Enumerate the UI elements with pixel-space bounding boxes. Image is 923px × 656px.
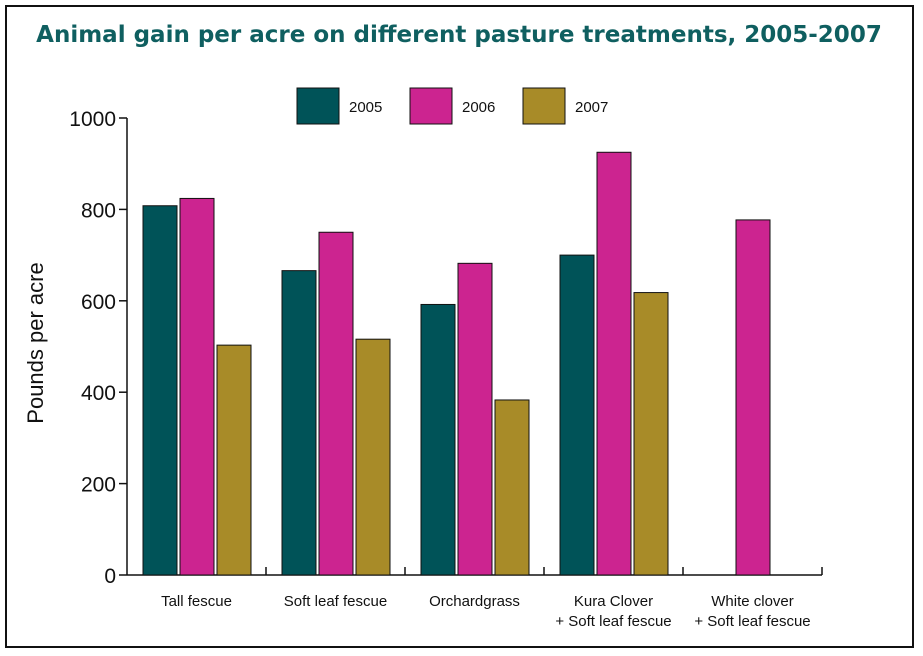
legend: 2005 2006 2007: [296, 87, 608, 125]
bar-2005: [142, 205, 178, 576]
y-tick-label: 600: [81, 291, 116, 314]
chart-frame: [5, 5, 914, 648]
bar-2007: [494, 399, 530, 576]
category-label: + Soft leaf fescue: [694, 613, 810, 630]
bar-2005: [420, 303, 456, 576]
bar-2007: [355, 338, 391, 576]
category-label: Tall fescue: [161, 593, 232, 610]
bar-2006: [735, 219, 771, 576]
y-tick-label: 400: [81, 382, 116, 405]
bars: [142, 151, 771, 576]
legend-label: 2005: [349, 99, 382, 116]
bar-2007: [216, 344, 252, 576]
y-tick-label: 800: [81, 199, 116, 222]
bar-2005: [559, 254, 595, 576]
bar-2005: [281, 270, 317, 576]
legend-label: 2006: [462, 99, 495, 116]
bar-2006: [179, 197, 215, 576]
bar-2006: [318, 231, 354, 576]
legend-swatch-2005: [296, 87, 340, 125]
y-tick-label: 1000: [69, 108, 116, 131]
bar-2007: [633, 292, 669, 576]
bar-2006: [596, 151, 632, 576]
chart-title: Animal gain per acre on different pastur…: [36, 22, 882, 48]
category-labels: Tall fescue Soft leaf fescue Orchardgrass K…: [161, 593, 811, 630]
axes: 0 200 400 600 800 1000: [69, 108, 823, 588]
category-label: Soft leaf fescue: [284, 593, 387, 610]
category-label: White clover: [711, 593, 794, 610]
y-axis-label: Pounds per acre: [23, 262, 48, 423]
y-tick-label: 200: [81, 474, 116, 497]
category-label: Kura Clover: [574, 593, 653, 610]
legend-swatch-2007: [522, 87, 566, 125]
legend-label: 2007: [575, 99, 608, 116]
legend-swatch-2006: [409, 87, 453, 125]
category-label: Orchardgrass: [429, 593, 520, 610]
bar-2006: [457, 262, 493, 576]
y-tick-label: 0: [104, 565, 116, 588]
category-label: + Soft leaf fescue: [555, 613, 671, 630]
